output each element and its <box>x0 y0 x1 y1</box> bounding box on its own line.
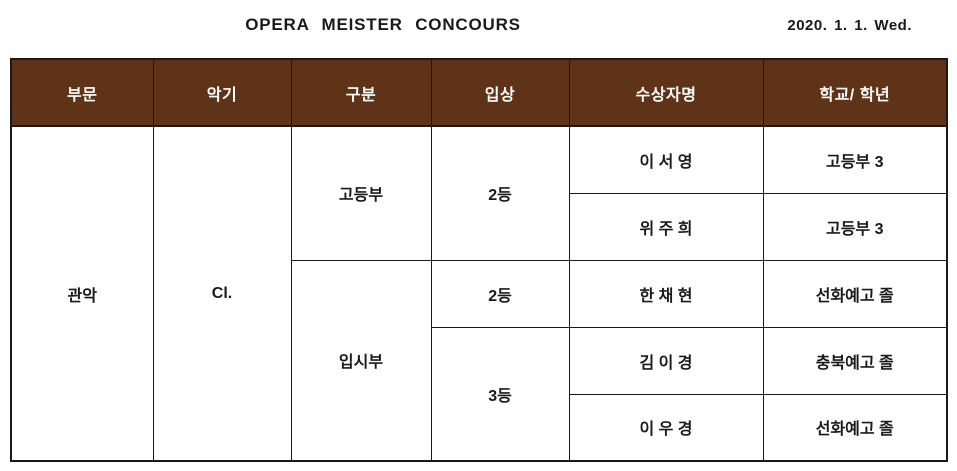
col-header-school-grade: 학교/ 학년 <box>762 58 948 127</box>
table-row: 관악 Cl. 고등부 2등 이 서 영 고등부 3 <box>10 125 948 462</box>
cell-instrument: Cl. <box>152 125 292 462</box>
cell-category: 관악 <box>10 125 154 462</box>
cell-winner-name: 이 우 경 <box>568 393 764 462</box>
cell-winner-name: 한 채 현 <box>568 259 764 328</box>
cell-winner-name: 위 주 희 <box>568 192 764 261</box>
col-header-prize: 입상 <box>430 58 570 127</box>
cell-division-high-school: 고등부 <box>290 125 432 261</box>
cell-school: 충북예고 졸 <box>762 326 948 395</box>
cell-prize-2nd: 2등 <box>430 125 570 261</box>
cell-school: 선화예고 졸 <box>762 259 948 328</box>
page-header: OPERA MEISTER CONCOURS 2020. 1. 1. Wed. <box>0 0 957 58</box>
cell-school: 선화예고 졸 <box>762 393 948 462</box>
cell-winner-name: 김 이 경 <box>568 326 764 395</box>
cell-winner-name: 이 서 영 <box>568 125 764 194</box>
page-title: OPERA MEISTER CONCOURS <box>245 15 521 34</box>
col-header-winner-name: 수상자명 <box>568 58 764 127</box>
table-row: 이 우 경 선화예고 졸 <box>11 393 948 462</box>
table-header-row: 부문 악기 구분 입상 수상자명 학교/ 학년 <box>10 58 948 127</box>
col-header-category: 부문 <box>10 58 154 127</box>
table-row: 입시부 2등 한 채 현 선화예고 졸 <box>11 259 948 462</box>
table-row: 3등 김 이 경 충북예고 졸 <box>11 326 948 462</box>
cell-school: 고등부 3 <box>762 192 948 261</box>
cell-prize-2nd: 2등 <box>430 259 570 328</box>
page-date: 2020. 1. 1. Wed. <box>787 17 912 34</box>
table-row: 위 주 희 고등부 3 <box>11 192 948 261</box>
col-header-division: 구분 <box>290 58 432 127</box>
cell-school: 고등부 3 <box>762 125 948 194</box>
cell-prize-3rd: 3등 <box>430 326 570 462</box>
cell-division-entrance: 입시부 <box>290 259 432 462</box>
col-header-instrument: 악기 <box>152 58 292 127</box>
results-table: 부문 악기 구분 입상 수상자명 학교/ 학년 관악 Cl. 고등부 2등 이 … <box>10 58 948 462</box>
